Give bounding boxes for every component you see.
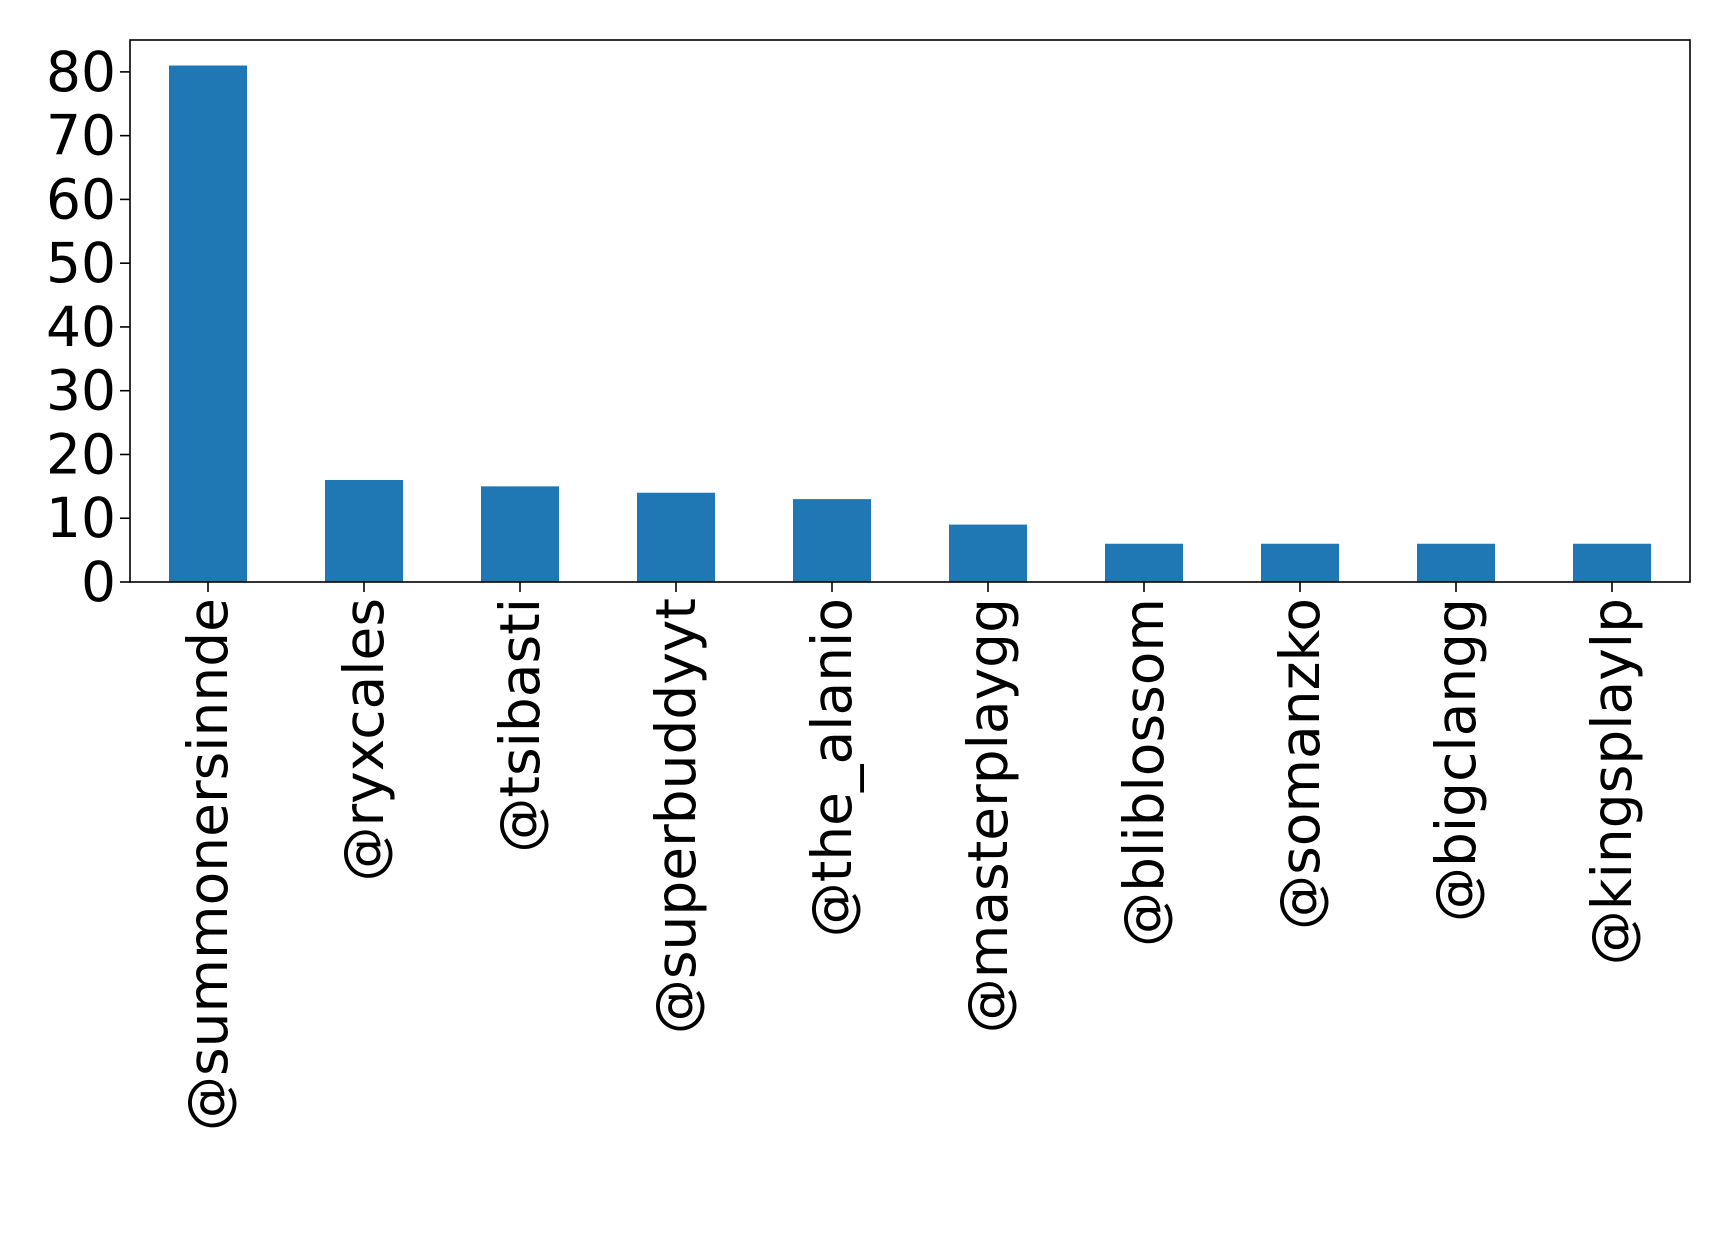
bar-masterplaygg bbox=[949, 524, 1027, 582]
y-tick-label-10: 10 bbox=[46, 486, 116, 550]
plot-frame bbox=[129, 39, 1691, 583]
x-tick-label-5: @masterplaygg bbox=[956, 598, 1020, 1033]
bar-the_alanio bbox=[793, 499, 871, 582]
x-axis: @summonersinnde @ryxcales @tsibasti @superb… bbox=[176, 582, 1644, 1131]
x-tick-label-9: @kingsplaylp bbox=[1580, 598, 1644, 965]
x-tick-label-4: @the_alanio bbox=[800, 598, 864, 937]
bar-kingsplaylp bbox=[1573, 543, 1651, 582]
bar-summonersinnde bbox=[169, 65, 247, 582]
y-tick-label-70: 70 bbox=[46, 104, 116, 168]
y-tick-label-0: 0 bbox=[81, 550, 116, 614]
x-tick-label-0: @summonersinnde bbox=[176, 598, 240, 1131]
bar-ryxcales bbox=[325, 479, 403, 582]
y-tick-label-50: 50 bbox=[46, 231, 116, 295]
x-tick-label-1: @ryxcales bbox=[332, 598, 396, 881]
bar-tsibasti bbox=[481, 486, 559, 582]
bar-bliblossom bbox=[1105, 543, 1183, 582]
y-tick-label-30: 30 bbox=[46, 359, 116, 423]
x-tick-label-7: @somanzko bbox=[1268, 598, 1332, 930]
y-tick-label-80: 80 bbox=[46, 40, 116, 104]
y-tick-label-60: 60 bbox=[46, 167, 116, 231]
bar-superbuddyyt bbox=[637, 492, 715, 582]
bar-somanzko bbox=[1261, 543, 1339, 582]
bar-bigclangg bbox=[1417, 543, 1495, 582]
x-tick-label-8: @bigclangg bbox=[1424, 598, 1488, 922]
bars-group bbox=[169, 65, 1651, 582]
x-tick-label-6: @bliblossom bbox=[1112, 598, 1176, 947]
x-tick-label-2: @tsibasti bbox=[488, 598, 552, 853]
y-tick-label-20: 20 bbox=[46, 422, 116, 486]
x-tick-label-3: @superbuddyyt bbox=[644, 598, 708, 1034]
y-tick-label-40: 40 bbox=[46, 295, 116, 359]
